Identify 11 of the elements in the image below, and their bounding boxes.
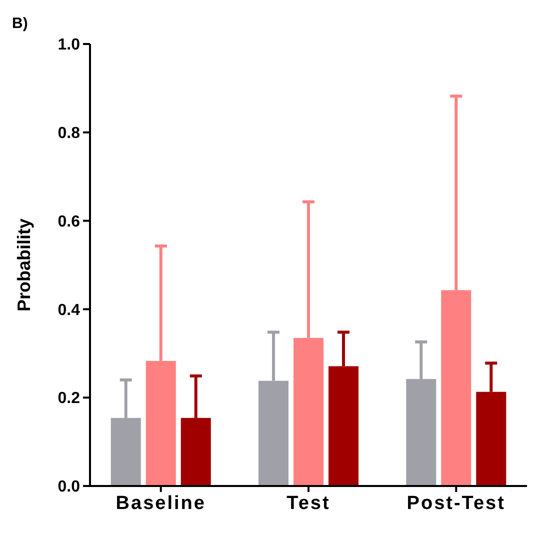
y-tick-label: 0.4 (58, 302, 80, 319)
x-tick-label: Test (286, 493, 330, 514)
y-tick-label: 0.8 (58, 125, 80, 142)
x-tick-label: Baseline (116, 493, 206, 514)
y-tick-label: 1.0 (58, 36, 80, 54)
y-axis-title: Probability (14, 218, 34, 312)
x-tick-label: Post-Test (406, 493, 506, 514)
text: B) (12, 15, 28, 32)
y-tick-label: 0.6 (58, 213, 80, 230)
y-tick-label: 0.0 (58, 478, 80, 496)
y-tick-label: 0.2 (58, 390, 80, 408)
